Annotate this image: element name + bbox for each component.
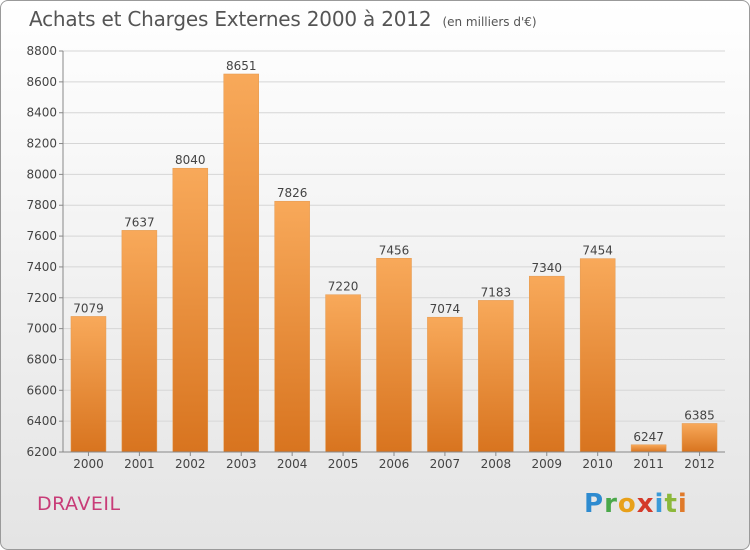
bar-value-label: 7637 [124,215,155,229]
y-tick-label: 8400 [26,106,57,120]
commune-name: DRAVEIL [37,493,121,515]
x-tick-label: 2005 [328,457,359,471]
bar [529,275,565,453]
x-tick-label: 2004 [277,457,308,471]
bar [630,444,667,453]
bar [325,294,361,453]
bar [70,316,107,453]
title-unit: (en milliers d'€) [442,15,537,29]
bar [223,73,259,453]
proxiti-logo[interactable]: Proxiti [584,489,688,519]
bar [274,200,310,453]
x-tick-label: 2000 [73,457,104,471]
y-tick-label: 8600 [26,75,57,89]
y-tick-label: 7600 [26,229,57,243]
bar [376,258,412,453]
chart-title: Achats et Charges Externes 2000 à 2012 (… [29,7,537,31]
y-tick-label: 8200 [26,137,57,151]
y-tick-label: 6800 [26,352,57,366]
x-tick-label: 2011 [633,457,664,471]
y-tick-label: 7000 [26,322,57,336]
bar [478,300,514,453]
y-tick-label: 7800 [26,198,57,212]
y-tick-label: 7400 [26,260,57,274]
bar-value-label: 7340 [531,261,562,275]
title-text: Achats et Charges Externes 2000 à 2012 [29,7,432,31]
y-tick-label: 6400 [26,414,57,428]
x-tick-label: 2012 [684,457,715,471]
bar-value-label: 7183 [481,285,512,299]
bar-value-label: 7826 [277,186,308,200]
y-tick-label: 8000 [26,167,57,181]
bar [681,423,718,453]
bar [172,167,209,453]
y-tick-label: 7200 [26,291,57,305]
x-tick-label: 2001 [124,457,155,471]
x-tick-label: 2003 [226,457,257,471]
bar [579,258,616,453]
bar-value-label: 7220 [328,280,359,294]
bar-value-label: 8651 [226,59,257,73]
bar-value-label: 7456 [379,243,410,257]
bar [121,230,158,453]
y-tick-label: 8800 [26,44,57,58]
bar-value-label: 7074 [430,302,461,316]
x-tick-label: 2007 [430,457,461,471]
bar-value-label: 7454 [582,244,613,258]
bar-value-label: 6247 [633,430,664,444]
x-tick-label: 2008 [481,457,512,471]
x-tick-label: 2010 [582,457,613,471]
y-tick-label: 6200 [26,445,57,459]
x-tick-label: 2009 [531,457,562,471]
bar-value-label: 6385 [684,408,715,422]
bar-value-label: 7079 [73,301,104,315]
bar-value-label: 8040 [175,153,206,167]
bar [427,316,463,453]
y-tick-label: 6600 [26,383,57,397]
x-tick-label: 2006 [379,457,410,471]
x-tick-label: 2002 [175,457,206,471]
